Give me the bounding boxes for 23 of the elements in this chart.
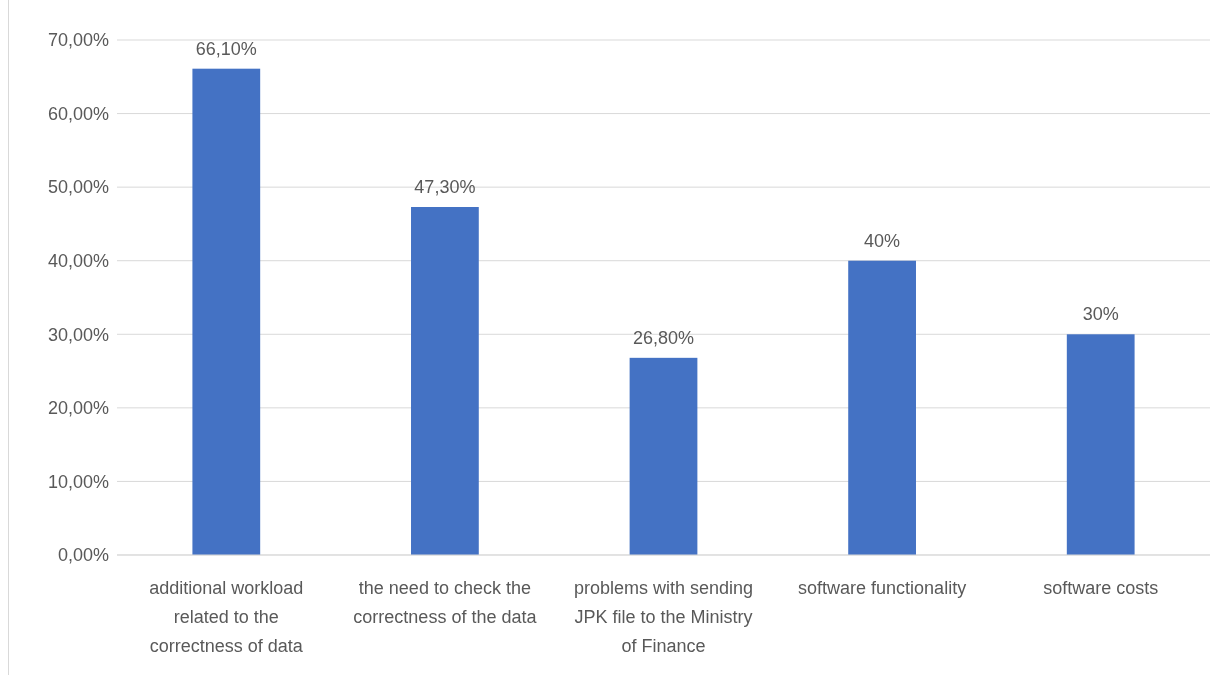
y-tick-label: 30,00% bbox=[47, 324, 109, 345]
data-label: 66,10% bbox=[195, 38, 257, 59]
x-tick-label: software costs bbox=[1043, 578, 1159, 598]
bar bbox=[1066, 334, 1135, 555]
y-tick-label: 50,00% bbox=[47, 177, 109, 198]
data-label: 47,30% bbox=[414, 177, 476, 198]
bar bbox=[629, 357, 698, 555]
y-tick-label: 60,00% bbox=[47, 103, 109, 124]
data-label: 26,80% bbox=[632, 327, 695, 348]
y-tick-label: 70,00% bbox=[47, 30, 109, 51]
x-tick-label: software functionality bbox=[798, 578, 967, 598]
x-tick-label: additional workload related to the correctness of data bbox=[149, 578, 304, 656]
x-tick-label: problems with sending JPK file to the Ministry of Finance bbox=[573, 578, 754, 656]
y-tick-label: 0,00% bbox=[57, 545, 109, 566]
data-label: 30% bbox=[1082, 304, 1119, 325]
y-tick-label: 20,00% bbox=[47, 398, 109, 419]
data-label: 40% bbox=[864, 230, 901, 251]
y-tick-label: 10,00% bbox=[47, 471, 109, 492]
y-tick-label: 40,00% bbox=[47, 250, 109, 271]
bar bbox=[192, 68, 261, 555]
bar bbox=[411, 207, 479, 555]
bar bbox=[848, 260, 916, 555]
x-tick-label: the need to check the correctness of the data bbox=[353, 578, 538, 627]
